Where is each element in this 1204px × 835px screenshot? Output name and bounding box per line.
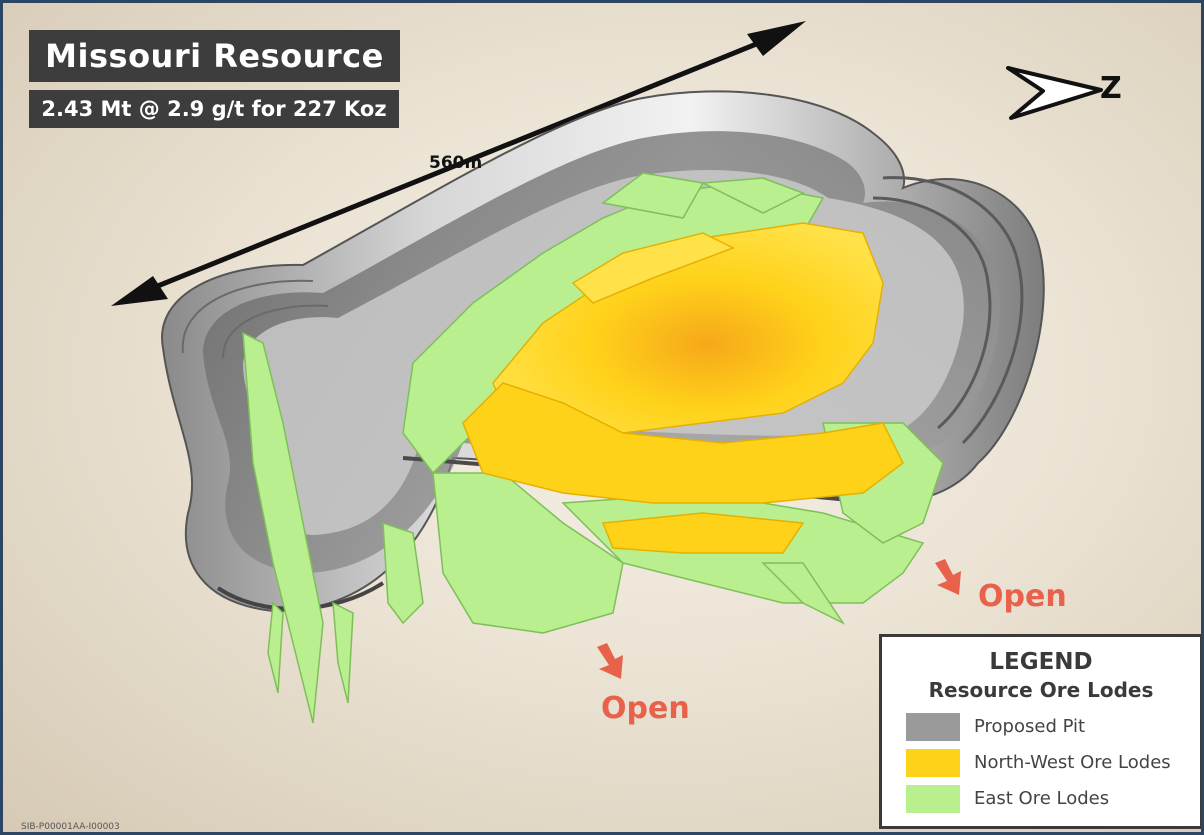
distance-label: 560m: [429, 153, 483, 173]
pit-3d-model: [111, 21, 1103, 724]
legend-label-east: East Ore Lodes: [974, 788, 1110, 809]
legend-label-north-west: North-West Ore Lodes: [974, 752, 1171, 773]
north-arrow-icon: [1006, 66, 1103, 120]
image-code: SIB-P00001AA-I00003: [21, 822, 120, 832]
resource-summary: 2.43 Mt @ 2.9 g/t for 227 Koz: [29, 90, 399, 128]
legend-swatch-pit: [906, 713, 960, 741]
legend-title: LEGEND: [989, 649, 1093, 675]
north-label: Z: [1100, 71, 1122, 106]
open-arrow-icon: [597, 643, 623, 679]
legend-swatch-east: [906, 785, 960, 813]
legend: LEGEND Resource Ore Lodes Proposed Pit N…: [879, 634, 1201, 829]
open-label-south: Open: [601, 691, 690, 726]
open-arrow-icon: [935, 559, 961, 595]
title-box: Missouri Resource: [29, 30, 400, 82]
open-label-east: Open: [978, 579, 1067, 614]
north-west-ore-lodes: [462, 222, 904, 554]
legend-label-pit: Proposed Pit: [974, 716, 1086, 737]
dimension-arrow: [111, 21, 806, 306]
legend-swatch-north-west: [906, 749, 960, 777]
legend-subtitle: Resource Ore Lodes: [928, 678, 1154, 702]
